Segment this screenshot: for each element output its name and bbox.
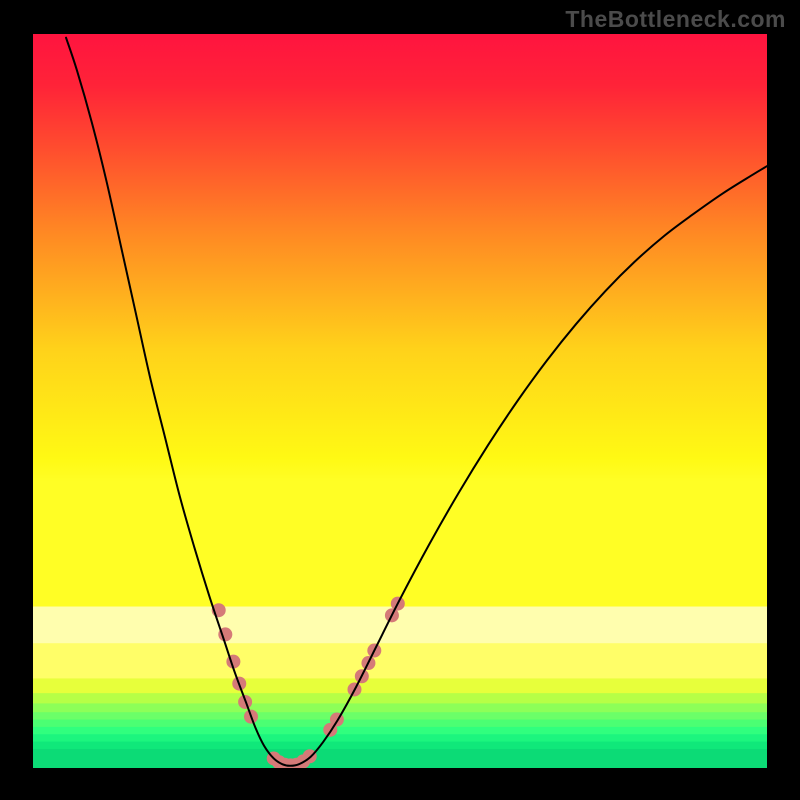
background-band <box>33 678 767 693</box>
plot-svg <box>33 34 767 768</box>
background-band <box>33 761 767 768</box>
background-band <box>33 720 767 728</box>
background-band <box>33 734 767 742</box>
background-band <box>33 643 767 679</box>
background-band <box>33 693 767 704</box>
chart-frame: TheBottleneck.com <box>0 0 800 800</box>
background-band <box>33 749 767 761</box>
background-band <box>33 703 767 712</box>
gradient-backdrop <box>33 34 767 608</box>
background-band <box>33 712 767 720</box>
plot-area <box>33 34 767 768</box>
background-band <box>33 742 767 750</box>
background-band <box>33 727 767 735</box>
background-band <box>33 607 767 644</box>
watermark-text: TheBottleneck.com <box>565 6 786 33</box>
